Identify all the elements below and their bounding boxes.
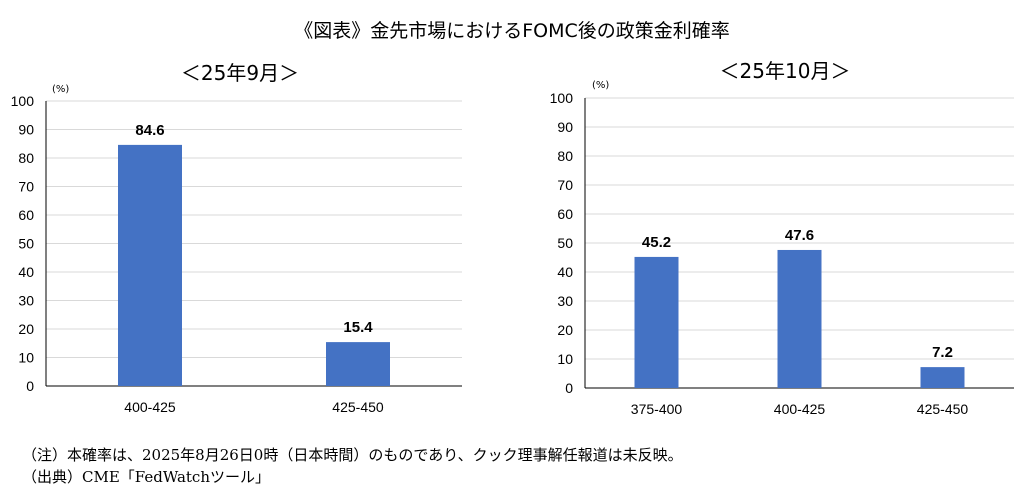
bar xyxy=(118,144,182,386)
figure-title: 《図表》金先市場におけるFOMC後の政策金利確率 xyxy=(294,20,730,42)
category-label: 400-425 xyxy=(124,399,176,415)
y-tick-label: 30 xyxy=(18,293,34,309)
category-label: 425-450 xyxy=(917,401,969,417)
data-label: 15.4 xyxy=(343,319,373,336)
y-tick-label: 0 xyxy=(565,380,573,396)
bar xyxy=(777,249,822,388)
y-tick-label: 70 xyxy=(557,177,573,193)
note-text: （注）本確率は、2025年8月26日0時（日本時間）のものであり、クック理事解任… xyxy=(22,446,683,464)
data-label: 47.6 xyxy=(785,227,814,244)
bar xyxy=(920,367,965,388)
chart-title: ＜25年9月＞ xyxy=(181,61,299,85)
bar xyxy=(326,342,390,386)
y-tick-label: 50 xyxy=(557,235,573,251)
y-tick-label: 100 xyxy=(11,93,35,109)
y-tick-label: 40 xyxy=(557,264,573,280)
y-unit-label: (%) xyxy=(592,80,609,91)
y-unit-label: (%) xyxy=(52,84,69,95)
y-tick-label: 100 xyxy=(550,90,574,106)
charts-canvas: 0102030405060708090100＜25年9月＞(%)84.6400-… xyxy=(11,59,1014,417)
y-tick-label: 90 xyxy=(557,119,573,135)
chart-title: ＜25年10月＞ xyxy=(720,59,851,83)
y-tick-label: 0 xyxy=(26,378,34,394)
data-label: 7.2 xyxy=(932,344,953,361)
data-label: 45.2 xyxy=(642,234,671,251)
y-tick-label: 80 xyxy=(557,148,573,164)
y-tick-label: 80 xyxy=(18,150,34,166)
y-tick-label: 40 xyxy=(18,264,34,280)
y-tick-label: 20 xyxy=(557,322,573,338)
y-tick-label: 20 xyxy=(18,321,34,337)
data-label: 84.6 xyxy=(135,122,164,139)
source-text: （出典）CME「FedWatchツール」 xyxy=(22,468,270,486)
bar xyxy=(634,256,679,388)
y-tick-label: 10 xyxy=(18,350,34,366)
y-tick-label: 90 xyxy=(18,122,34,138)
y-tick-label: 50 xyxy=(18,236,34,252)
category-label: 425-450 xyxy=(332,399,384,415)
category-label: 375-400 xyxy=(631,401,683,417)
footnotes: （注）本確率は、2025年8月26日0時（日本時間）のものであり、クック理事解任… xyxy=(22,444,683,488)
y-tick-label: 30 xyxy=(557,293,573,309)
y-tick-label: 10 xyxy=(557,351,573,367)
category-label: 400-425 xyxy=(774,401,826,417)
y-tick-label: 60 xyxy=(18,207,34,223)
y-tick-label: 70 xyxy=(18,179,34,195)
y-tick-label: 60 xyxy=(557,206,573,222)
